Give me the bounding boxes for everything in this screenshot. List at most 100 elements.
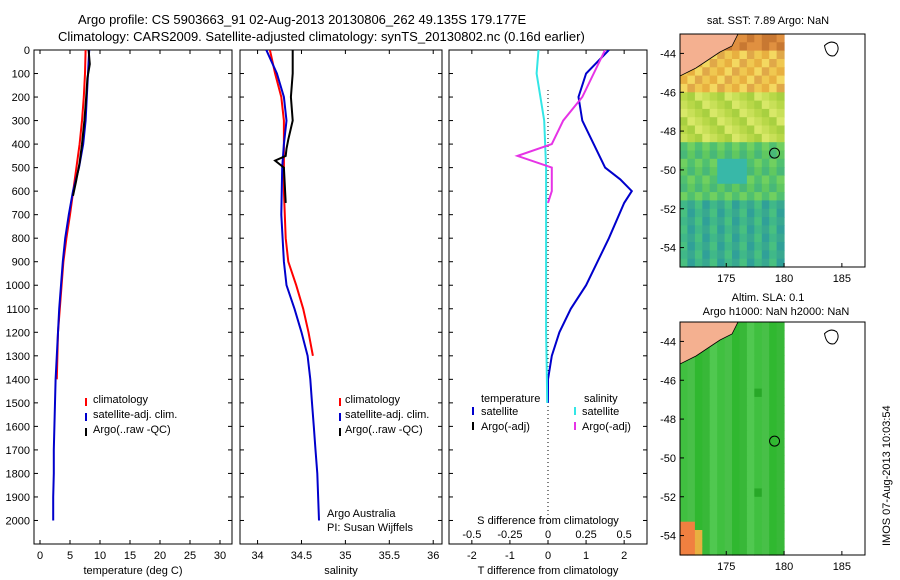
heatmap-cell (694, 175, 703, 185)
heatmap-cell (776, 233, 785, 243)
heatmap-cell (687, 438, 696, 448)
heatmap-cell (702, 388, 711, 398)
heatmap-cell (769, 546, 778, 556)
heatmap-cell (694, 371, 703, 381)
heatmap-cell (769, 108, 778, 118)
heatmap-cell (732, 480, 740, 489)
heatmap-cell (746, 363, 755, 373)
heatmap-cell (769, 225, 778, 235)
heatmap-cell (732, 208, 740, 218)
heatmap-cell (687, 67, 696, 77)
heatmap-cell (746, 413, 755, 423)
heatmap-cell (761, 258, 770, 268)
heatmap-cell (746, 488, 755, 498)
heatmap-cell (694, 108, 703, 118)
heatmap-cell (724, 463, 733, 473)
heatmap-cell (694, 355, 703, 365)
heatmap-cell (776, 83, 785, 93)
heatmap-cell (680, 446, 688, 456)
heatmap-cell (680, 142, 688, 152)
heatmap-cell (717, 83, 726, 93)
y-tick-label: -50 (660, 165, 676, 177)
heatmap-cell (709, 208, 718, 218)
heatmap-cell (694, 258, 703, 268)
heatmap-cell (739, 142, 748, 152)
y-tick-label: 100 (12, 69, 30, 81)
heatmap-cell (754, 438, 763, 448)
x-tick-label: 35.5 (379, 550, 400, 562)
heatmap-cell (761, 192, 770, 201)
heatmap-cell (717, 258, 726, 268)
heatmap-cell (761, 463, 770, 473)
y-tick-label: 2000 (6, 515, 30, 527)
heatmap-cell (732, 355, 740, 365)
y-tick-label: 0 (24, 45, 30, 57)
heatmap-cell (754, 217, 763, 226)
heatmap-cell (724, 67, 733, 77)
heatmap-cell (709, 242, 718, 251)
heatmap-cell (754, 150, 763, 160)
legend-label-argo: Argo(..raw -QC) (345, 424, 423, 436)
x-secondary-tick-label: -0.5 (462, 529, 481, 541)
heatmap-cell (687, 521, 696, 531)
heatmap-cell (687, 217, 696, 226)
heatmap-cell (754, 521, 763, 531)
heatmap-cell (739, 388, 748, 398)
heatmap-cell (680, 117, 688, 127)
heatmap-cell (754, 330, 763, 340)
heatmap-cell (680, 250, 688, 260)
heatmap-cell (732, 538, 740, 548)
heatmap-cell (702, 396, 711, 406)
heatmap-cell (709, 233, 718, 243)
series-line-climatology (268, 50, 314, 356)
heatmap-cell (746, 521, 755, 531)
heatmap-cell (709, 521, 718, 531)
difference-legend: temperature salinity satellite Argo(-adj… (472, 393, 631, 433)
heatmap-cell (739, 521, 748, 531)
heatmap-cell (717, 158, 726, 168)
heatmap-cell (732, 463, 740, 473)
y-tick-label: -54 (660, 531, 676, 543)
heatmap-cell (761, 446, 770, 456)
heatmap-cell (680, 92, 688, 102)
heatmap-cell (739, 108, 748, 118)
heatmap-cell (717, 505, 726, 514)
heatmap-cell (776, 396, 785, 406)
heatmap-cell (709, 217, 718, 226)
figure-title-line1: Argo profile: CS 5903663_91 02-Aug-2013 … (78, 12, 526, 27)
heatmap-cell (717, 242, 726, 251)
heatmap-cell (687, 125, 696, 135)
heatmap-cell (754, 388, 763, 398)
heatmap-cell (702, 258, 711, 268)
heatmap-cell (739, 322, 748, 331)
heatmap-cell (739, 175, 748, 185)
heatmap-cell (717, 117, 726, 127)
y-tick-label: 300 (12, 116, 30, 128)
s-difference-axis-label: S difference from climatology (477, 515, 619, 527)
heatmap-cell (717, 208, 726, 218)
heatmap-cell (717, 50, 726, 60)
heatmap-cell (769, 150, 778, 160)
heatmap-cell (687, 250, 696, 260)
heatmap-cell (746, 546, 755, 556)
heatmap-cell (776, 258, 785, 268)
heatmap-cell (769, 117, 778, 127)
heatmap-cell (776, 413, 785, 423)
heatmap-cell (680, 521, 688, 531)
heatmap-cell (717, 480, 726, 489)
heatmap-cell (717, 388, 726, 398)
heatmap-cell (769, 125, 778, 135)
heatmap-cell (717, 150, 726, 160)
heatmap-cell (687, 421, 696, 431)
heatmap-cell (709, 67, 718, 77)
heatmap-cell (694, 150, 703, 160)
heatmap-cell (769, 42, 778, 52)
heatmap-cell (687, 75, 696, 85)
heatmap-cell (732, 100, 740, 110)
heatmap-cell (724, 396, 733, 406)
heatmap-cell (776, 430, 785, 440)
heatmap-cell (687, 538, 696, 548)
heatmap-cell (776, 446, 785, 456)
heatmap-cell (754, 59, 763, 68)
